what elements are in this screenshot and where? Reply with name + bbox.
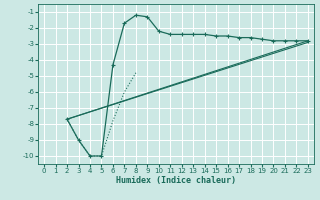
X-axis label: Humidex (Indice chaleur): Humidex (Indice chaleur): [116, 176, 236, 185]
